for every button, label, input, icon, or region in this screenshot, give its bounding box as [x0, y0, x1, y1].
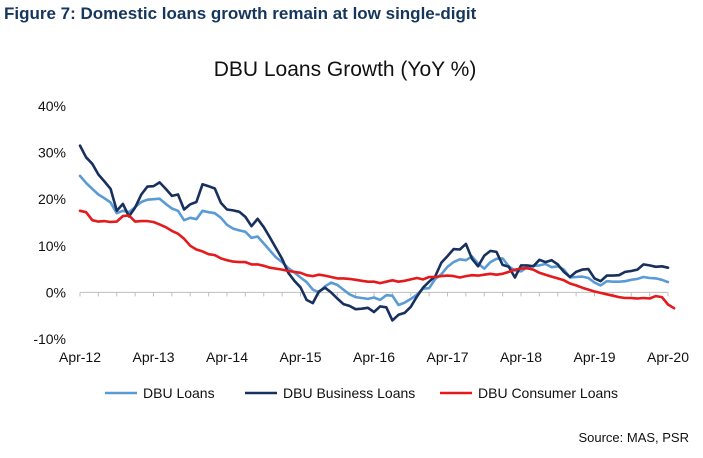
- y-tick-label: 20%: [38, 191, 66, 207]
- source-note: Source: MAS, PSR: [578, 430, 689, 445]
- legend-label: DBU Loans: [143, 385, 215, 401]
- y-tick-label: 0%: [46, 284, 66, 300]
- y-tick-label: 30%: [38, 145, 66, 161]
- y-axis: -10% 0% 10% 20% 30% 40%: [33, 98, 66, 347]
- series-line-dbu-consumer-loans: [78, 209, 676, 310]
- x-tick-label: Apr-12: [59, 349, 101, 365]
- figure-title: Figure 7: Domestic loans growth remain a…: [4, 4, 477, 23]
- legend-label: DBU Consumer Loans: [478, 385, 618, 401]
- legend: DBU Loans DBU Business Loans DBU Consumer …: [105, 385, 618, 401]
- chart-title: DBU Loans Growth (YoY %): [214, 58, 477, 81]
- series-lines: [78, 144, 676, 322]
- y-tick-label: 10%: [38, 238, 66, 254]
- legend-label: DBU Business Loans: [283, 385, 415, 401]
- x-tick-label: Apr-15: [279, 349, 321, 365]
- y-tick-label: -10%: [33, 331, 66, 347]
- series-line-dbu-business-loans: [78, 144, 670, 322]
- x-axis: Apr-12 Apr-13 Apr-14 Apr-15 Apr-16 Apr-17 Apr-…: [59, 291, 689, 365]
- x-tick-label: Apr-13: [132, 349, 174, 365]
- x-tick-label: Apr-14: [206, 349, 248, 365]
- x-tick-label: Apr-20: [647, 349, 689, 365]
- x-tick-label: Apr-16: [353, 349, 395, 365]
- x-tick-label: Apr-17: [426, 349, 468, 365]
- x-tick-label: Apr-18: [500, 349, 542, 365]
- y-tick-label: 40%: [38, 98, 66, 114]
- x-tick-label: Apr-19: [573, 349, 615, 365]
